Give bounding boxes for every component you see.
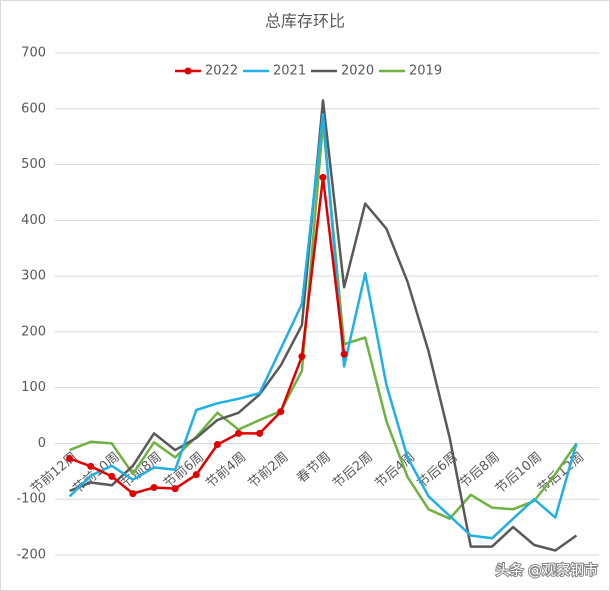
y-tick-label: 700: [21, 46, 46, 61]
y-tick-label: -200: [16, 548, 46, 563]
series-marker: [87, 462, 95, 470]
series-line: [68, 113, 578, 540]
chart-title: 总库存环比: [265, 12, 345, 31]
series-marker: [256, 429, 264, 437]
series-marker: [298, 352, 306, 360]
series-line: [69, 99, 578, 552]
y-tick-label: 600: [21, 101, 46, 116]
series-marker: [277, 408, 285, 416]
series-marker: [150, 484, 158, 492]
legend-marker: [184, 67, 192, 75]
y-tick-label: 300: [21, 269, 46, 284]
series-marker: [108, 472, 116, 480]
series-marker: [340, 350, 348, 358]
series-marker: [171, 485, 179, 493]
legend-label: 2022: [205, 64, 238, 79]
y-tick-label: 100: [21, 380, 46, 395]
y-tick-label: 0: [38, 436, 46, 451]
y-tick-label: 200: [21, 324, 46, 339]
series-marker: [235, 429, 243, 437]
legend-label: 2021: [273, 64, 306, 79]
series-marker: [192, 471, 200, 479]
y-tick-label: 500: [21, 157, 46, 172]
series-marker: [66, 455, 74, 463]
series-marker: [319, 173, 327, 181]
series-marker: [213, 441, 221, 449]
y-tick-label: -100: [16, 492, 46, 507]
watermark: 头条 @观察钢市: [496, 562, 598, 579]
y-tick-label: 400: [21, 213, 46, 228]
series-line: [69, 176, 346, 495]
series-marker: [129, 490, 137, 498]
legend-label: 2020: [341, 64, 374, 79]
legend-label: 2019: [409, 64, 442, 79]
